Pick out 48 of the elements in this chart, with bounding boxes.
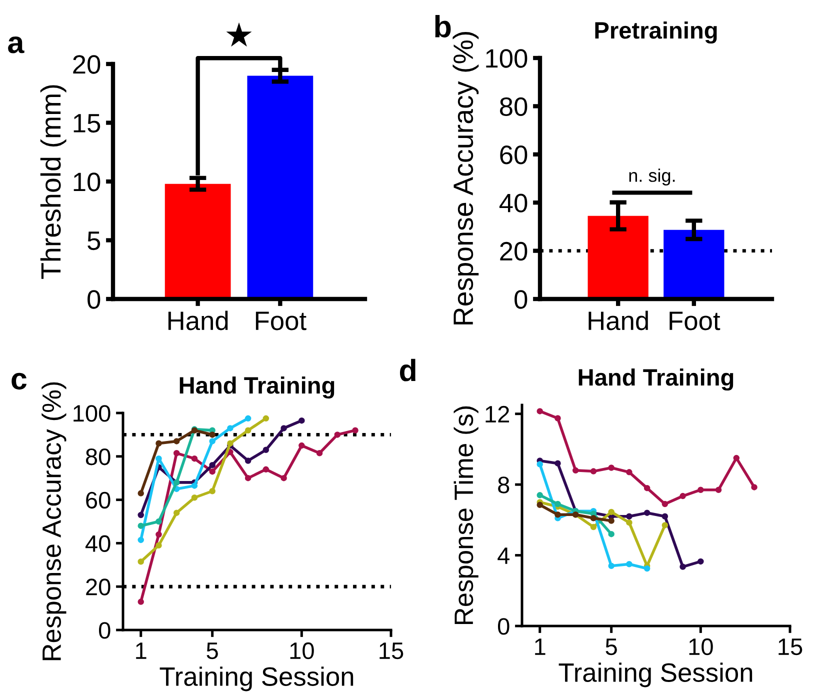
y-tick-label: 5	[88, 232, 100, 250]
y-tick-label: 20	[73, 55, 100, 74]
y-tick-label: 0	[88, 290, 100, 309]
x-tick-label: 15	[380, 642, 404, 660]
text: c	[12, 372, 27, 390]
y-axis-title: Response Accuracy (%)	[452, 32, 479, 324]
y-tick-label: 8	[498, 476, 510, 494]
x-tick-label: 1	[136, 642, 146, 659]
x-tick-label: Foot	[670, 312, 720, 330]
y-tick-label: 20	[86, 578, 110, 596]
x-axis-title: Training Session	[160, 666, 354, 692]
y-tick-label: 0	[498, 618, 510, 635]
x-tick-label: 15	[778, 638, 802, 656]
x-tick-label: Hand	[168, 310, 228, 330]
y-tick-label: 40	[85, 535, 110, 552]
x-tick-label: 5	[606, 638, 617, 656]
y-axis-title: Response Time (s)	[454, 406, 478, 624]
y-tick-label: 0	[514, 290, 528, 309]
x-tick-label: Foot	[256, 312, 306, 330]
y-tick-label: 100	[486, 49, 528, 68]
annotation: n. sig.	[629, 168, 675, 186]
text: d	[400, 358, 416, 382]
y-tick-label: 80	[86, 448, 110, 466]
x-tick-label: 1	[535, 638, 546, 655]
x-axis-title: Training Session	[558, 662, 752, 688]
y-tick-label: 60	[500, 146, 528, 164]
y-tick-label: 100	[74, 405, 110, 422]
text: a	[8, 36, 24, 54]
y-tick-label: 60	[86, 492, 110, 509]
y-axis-title: Response Accuracy (%)	[42, 382, 66, 660]
y-tick-label: 10	[74, 172, 100, 192]
y-tick-label: 15	[74, 114, 100, 133]
y-axis-title: Threshold (mm)	[40, 85, 66, 279]
y-tick-label: 20	[500, 242, 528, 261]
x-tick-label: 5	[206, 642, 218, 660]
y-tick-label: 12	[486, 406, 510, 422]
x-tick-label: 10	[689, 638, 713, 656]
chart-title: Pretraining	[595, 21, 717, 44]
y-tick-label: 80	[500, 97, 528, 116]
text: ★	[226, 22, 252, 47]
x-tick-label: Hand	[588, 310, 648, 330]
chart-title: Hand Training	[180, 376, 334, 399]
text: b	[435, 15, 451, 38]
y-tick-label: 4	[498, 548, 510, 564]
x-tick-label: 10	[290, 642, 314, 660]
chart-title: Hand Training	[578, 368, 734, 391]
y-tick-label: 40	[499, 194, 528, 212]
y-tick-label: 0	[98, 622, 110, 639]
